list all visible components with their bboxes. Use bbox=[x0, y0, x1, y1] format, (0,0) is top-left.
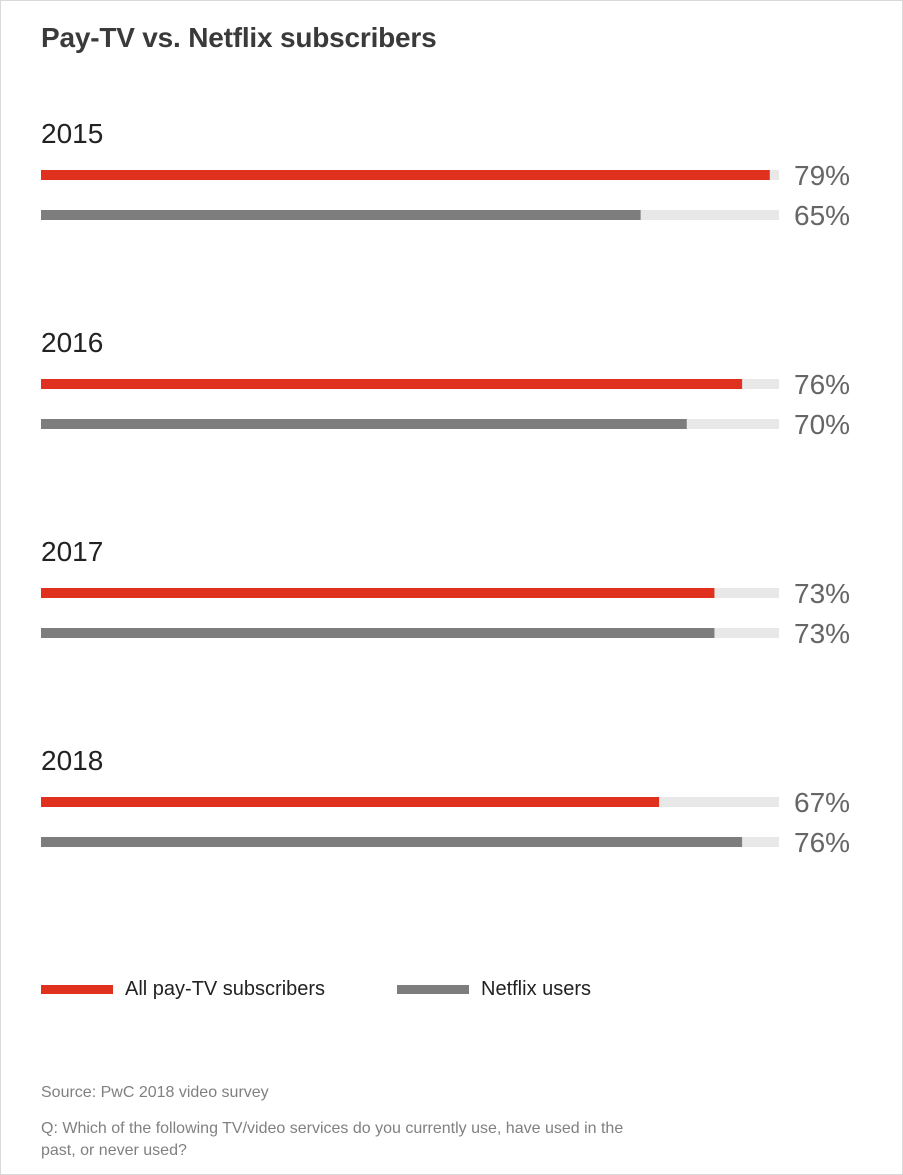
bar-2015-pay-tv bbox=[41, 170, 770, 180]
bar-chart: 2015 79% 65% 2016 76% 70% 2017 73% 73% 2018 67% 76% bbox=[41, 118, 850, 858]
bar-2018-netflix bbox=[41, 837, 743, 847]
survey-question: Q: Which of the following TV/video servi… bbox=[41, 1120, 624, 1159]
bar-2017-pay-tv bbox=[41, 588, 715, 598]
source-note: Source: PwC 2018 video survey bbox=[41, 1084, 269, 1101]
value-label-2018-netflix: 76% bbox=[794, 827, 850, 858]
bar-2015-netflix bbox=[41, 210, 641, 220]
legend-item-pay-tv: All pay-TV subscribers bbox=[41, 974, 325, 1004]
bar-2017-netflix bbox=[41, 628, 715, 638]
year-label-2015: 2015 bbox=[41, 118, 103, 149]
value-label-2018-pay-tv: 67% bbox=[794, 787, 850, 818]
legend-item-netflix: Netflix users bbox=[397, 974, 591, 1004]
legend-swatch-netflix bbox=[397, 984, 469, 994]
value-label-2016-netflix: 70% bbox=[794, 409, 850, 440]
year-label-2016: 2016 bbox=[41, 327, 103, 358]
bar-2016-netflix bbox=[41, 419, 687, 429]
legend-swatch-pay-tv bbox=[41, 984, 113, 994]
legend-label-netflix: Netflix users bbox=[481, 977, 592, 1000]
year-label-2018: 2018 bbox=[41, 745, 103, 776]
bar-2018-pay-tv bbox=[41, 797, 660, 807]
legend: All pay-TV subscribers Netflix users bbox=[0, 974, 903, 1004]
value-label-2016-pay-tv: 76% bbox=[794, 369, 850, 400]
legend-label-pay-tv: All pay-TV subscribers bbox=[125, 977, 326, 1000]
value-label-2015-netflix: 65% bbox=[794, 200, 850, 231]
value-label-2015-pay-tv: 79% bbox=[794, 160, 850, 191]
year-label-2017: 2017 bbox=[41, 536, 103, 567]
value-label-2017-netflix: 73% bbox=[794, 618, 850, 649]
chart-title: Pay-TV vs. Netflix subscribers bbox=[41, 22, 437, 53]
bar-2016-pay-tv bbox=[41, 379, 743, 389]
value-label-2017-pay-tv: 73% bbox=[794, 578, 850, 609]
